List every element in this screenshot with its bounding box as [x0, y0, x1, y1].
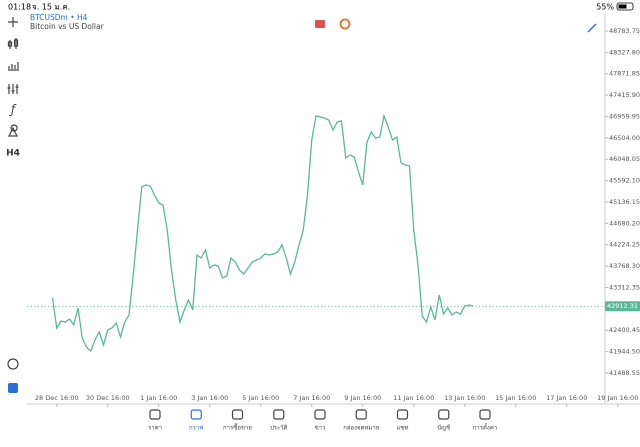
chart-title: BTCUSDm • H4: [30, 13, 88, 22]
nav-tab[interactable]: ประวัติ: [270, 409, 288, 432]
y-tick-label: 44224.25: [609, 241, 640, 249]
x-tick-label: 9 Jan 16:00: [344, 394, 381, 402]
nav-label: ข่าว: [315, 425, 326, 432]
left-toolbar: ƒ H4: [6, 17, 20, 393]
settings-tool[interactable]: [7, 84, 19, 94]
y-tick-label: 45592.10: [609, 177, 640, 185]
y-tick-label: 45136.15: [609, 198, 640, 206]
nav-icon: [438, 409, 450, 420]
trade-button[interactable]: [315, 20, 325, 28]
draw-button[interactable]: [587, 23, 597, 33]
nav-label: กล่องจดหมาย: [343, 425, 379, 432]
nav-tab[interactable]: การตั้งค่า: [473, 409, 497, 432]
nav-icon: [479, 409, 491, 420]
nav-icon: [273, 409, 285, 420]
x-tick-label: 28 Dec 16:00: [35, 394, 79, 402]
nav-icon: [355, 409, 367, 420]
nav-label: บัญชี: [437, 424, 450, 432]
y-tick-label: 46504.00: [609, 134, 640, 142]
function-tool[interactable]: ƒ: [9, 103, 17, 117]
y-tick-label: 47415.90: [609, 91, 640, 99]
alert-tool[interactable]: [7, 358, 19, 370]
y-tick-label: 43312.35: [609, 283, 640, 291]
timeframe-button[interactable]: H4: [6, 149, 20, 159]
nav-icon: [190, 409, 202, 420]
app-logo[interactable]: [8, 383, 18, 393]
last-price-box: [605, 301, 640, 312]
x-tick-label: 30 Dec 16:00: [86, 394, 130, 402]
x-tick-label: 1 Jan 16:00: [140, 394, 177, 402]
oneclick-button[interactable]: [339, 18, 351, 30]
chart-type-tool[interactable]: [7, 38, 19, 49]
x-tick-label: 17 Jan 16:00: [546, 394, 587, 402]
nav-label: กราฟ: [189, 425, 203, 432]
nav-label: ประวัติ: [270, 425, 288, 432]
nav-icon: [231, 409, 244, 420]
nav-tab[interactable]: ราคา: [148, 409, 162, 432]
x-tick-label: 13 Jan 16:00: [444, 394, 485, 402]
nav-tab[interactable]: บัญชี: [437, 409, 450, 432]
y-tick-label: 41944.50: [609, 348, 640, 356]
nav-label: การตั้งค่า: [473, 422, 497, 432]
battery-text: 55%: [596, 3, 614, 12]
nav-tab[interactable]: ข่าว: [314, 409, 326, 432]
x-tick-label: 11 Jan 16:00: [393, 394, 434, 402]
battery-icon: [616, 2, 634, 11]
x-tick-label: 3 Jan 16:00: [191, 394, 228, 402]
nav-label: ราคา: [148, 425, 162, 432]
nav-icon: [396, 409, 409, 420]
nav-tab[interactable]: กล่องจดหมาย: [343, 409, 379, 432]
nav-icon: [314, 409, 326, 420]
y-tick-label: 48783.75: [609, 27, 640, 35]
y-tick-label: 46048.05: [609, 155, 640, 163]
indicator-tool[interactable]: [8, 62, 19, 71]
y-tick-label: 41488.55: [609, 369, 640, 377]
y-tick-label: 46959.95: [609, 112, 640, 120]
nav-tab[interactable]: แชท: [396, 409, 409, 432]
y-tick-label: 48327.80: [609, 48, 640, 56]
battery-level: [618, 4, 627, 9]
y-tick-label: 43768.30: [609, 262, 640, 270]
x-tick-label: 15 Jan 16:00: [495, 394, 536, 402]
nav-label: การซื้อขาย: [223, 422, 252, 432]
nav-tab[interactable]: กราฟ: [189, 409, 203, 432]
price-line: [51, 113, 474, 353]
nav-label: แชท: [397, 425, 409, 432]
y-tick-label: 42400.45: [609, 326, 640, 334]
nav-tab[interactable]: การซื้อขาย: [223, 409, 252, 432]
x-tick-label: 5 Jan 16:00: [242, 394, 279, 402]
status-time: 01:18: [8, 3, 31, 12]
y-tick-label: 44680.20: [609, 219, 640, 227]
crosshair-tool[interactable]: [8, 17, 18, 27]
x-tick-label: 7 Jan 16:00: [293, 394, 330, 402]
nav-icon: [149, 409, 161, 420]
last-price-label: 42912.31: [607, 302, 638, 310]
status-date: จ. 15 ม.ค.: [32, 3, 70, 12]
y-tick-label: 47871.85: [609, 70, 640, 78]
chart-subtitle: Bitcoin vs US Dollar: [30, 22, 105, 31]
x-tick-label: 19 Jan 16:00: [597, 394, 638, 402]
shapes-tool[interactable]: [8, 124, 18, 137]
